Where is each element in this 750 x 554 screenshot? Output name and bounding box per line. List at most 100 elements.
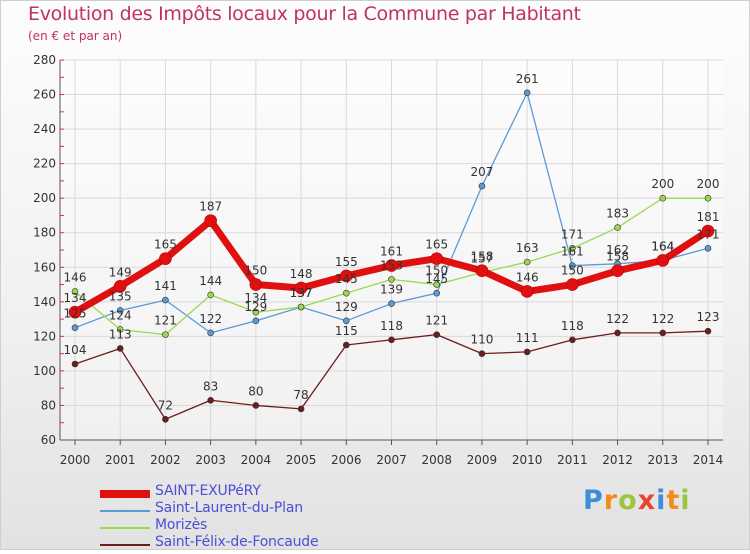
data-label: 129: [335, 300, 358, 314]
data-label: 158: [470, 250, 493, 264]
data-label: 146: [516, 270, 539, 284]
legend-label: SAINT-EXUPéRY: [155, 483, 261, 499]
series-point-3: [659, 329, 667, 337]
series-point-0: [611, 264, 624, 278]
y-tick-label: 100: [33, 364, 56, 378]
series-point-0: [294, 281, 308, 295]
data-label: 139: [380, 283, 403, 297]
series-point-3: [207, 396, 214, 404]
series-point-3: [252, 402, 260, 409]
data-label: 111: [516, 331, 539, 345]
y-tick-label: 220: [33, 157, 56, 171]
series-point-1: [388, 300, 395, 307]
data-label: 162: [606, 243, 629, 257]
data-label: 181: [697, 210, 720, 224]
y-tick-label: 200: [33, 191, 56, 205]
data-label: 161: [380, 245, 403, 259]
series-point-2: [523, 258, 531, 266]
series-point-1: [478, 182, 486, 190]
series-point-2: [614, 224, 621, 231]
data-label: 171: [697, 227, 720, 241]
data-label: 141: [154, 279, 177, 293]
data-label: 200: [651, 177, 674, 191]
x-tick-label: 2000: [60, 453, 91, 467]
data-label: 144: [199, 274, 222, 288]
chart-subtitle: (en € et par an): [28, 29, 123, 43]
logo-letter: t: [666, 485, 681, 516]
data-label: 113: [109, 327, 132, 341]
y-tick-label: 140: [33, 295, 56, 309]
data-label: 134: [244, 291, 267, 305]
series-point-1: [569, 262, 576, 269]
x-tick-label: 2008: [421, 453, 452, 467]
series-point-0: [204, 214, 217, 227]
series-point-1: [704, 244, 712, 252]
data-label: 137: [290, 286, 313, 300]
logo-letter: r: [603, 485, 619, 516]
series-point-2: [569, 244, 576, 252]
y-tick-label: 80: [41, 398, 56, 412]
legend-swatch: [100, 490, 150, 498]
data-label: 158: [606, 250, 629, 264]
data-label: 122: [606, 312, 629, 326]
y-tick-label: 260: [33, 88, 56, 102]
data-label: 150: [561, 264, 584, 278]
data-label: 164: [651, 239, 674, 253]
x-tick-label: 2014: [693, 453, 724, 467]
logo-letter: P: [583, 485, 604, 516]
logo-letter: i: [680, 485, 691, 516]
series-point-0: [566, 278, 579, 291]
x-tick-label: 2003: [195, 453, 226, 467]
series-point-2: [116, 326, 124, 333]
series-point-3: [116, 345, 124, 352]
data-label: 155: [335, 255, 358, 269]
data-label: 137: [290, 286, 313, 300]
y-tick-label: 60: [41, 433, 56, 447]
y-tick-label: 180: [33, 226, 56, 240]
series-point-3: [569, 336, 576, 344]
x-tick-label: 2006: [331, 453, 362, 467]
data-label: 122: [199, 312, 222, 326]
data-label: 153: [380, 258, 403, 272]
legend-label: Morizès: [155, 517, 208, 533]
data-label: 121: [425, 314, 448, 328]
series-point-0: [385, 259, 398, 272]
series-point-3: [388, 336, 395, 344]
data-label: 164: [651, 239, 674, 253]
series-point-0: [249, 278, 263, 291]
data-label: 163: [516, 241, 539, 255]
series-point-1: [116, 307, 124, 314]
series-point-2: [162, 331, 169, 338]
data-label: 124: [109, 308, 132, 322]
y-tick-label: 240: [33, 122, 56, 136]
series-point-2: [297, 303, 305, 311]
y-tick-label: 160: [33, 260, 56, 274]
series-point-1: [433, 289, 441, 297]
data-label: 200: [697, 177, 720, 191]
data-label: 78: [293, 388, 308, 402]
data-label: 149: [109, 265, 132, 279]
data-label: 83: [203, 379, 218, 393]
series-point-1: [252, 317, 260, 325]
data-label: 122: [651, 312, 674, 326]
series-point-1: [162, 296, 169, 304]
y-tick-label: 280: [33, 53, 56, 67]
series-point-2: [659, 194, 667, 202]
logo-letter: i: [656, 485, 667, 516]
series-point-2: [433, 281, 441, 288]
x-tick-label: 2009: [467, 453, 498, 467]
series-point-0: [701, 224, 715, 238]
legend-label: Saint-Félix-de-Foncaude: [155, 534, 319, 550]
series-point-0: [68, 305, 82, 319]
data-label: 161: [561, 245, 584, 259]
data-label: 134: [64, 291, 87, 305]
data-label: 80: [248, 384, 263, 398]
series-point-0: [113, 279, 127, 293]
data-label: 118: [561, 319, 584, 333]
series-point-3: [523, 348, 531, 356]
series-point-3: [297, 405, 305, 413]
data-label: 135: [109, 289, 132, 303]
x-tick-label: 2005: [286, 453, 317, 467]
